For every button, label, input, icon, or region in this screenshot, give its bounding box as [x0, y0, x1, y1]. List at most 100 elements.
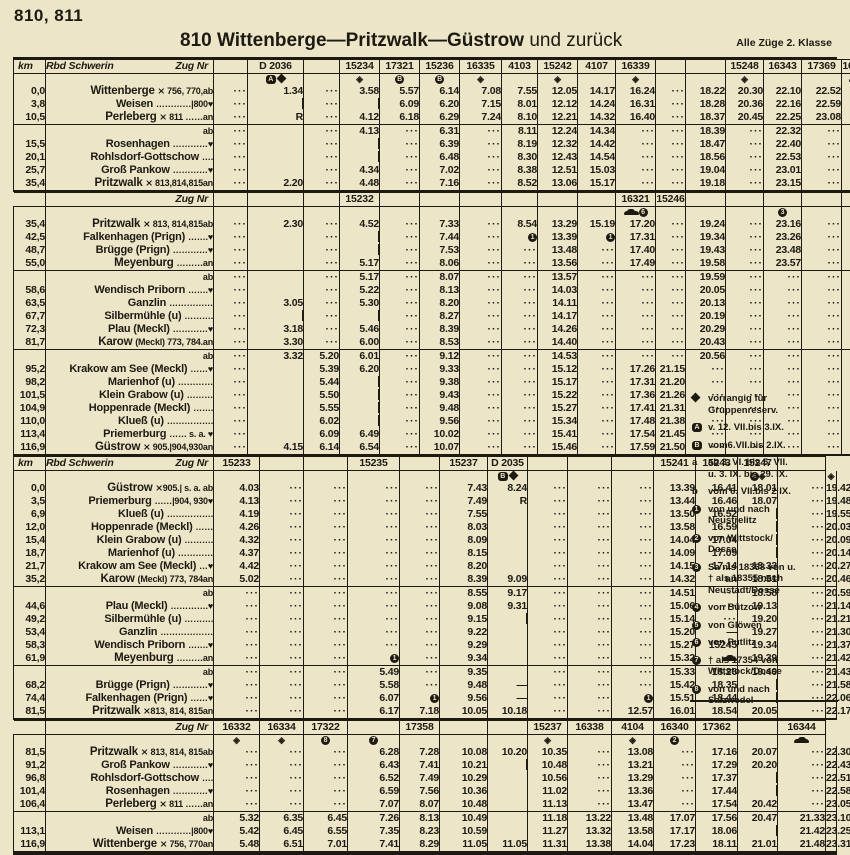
km-cell: 68,2: [14, 679, 46, 692]
time-cell: [488, 772, 528, 785]
no-service-dots: ···: [246, 705, 260, 717]
time-cell: ···: [400, 639, 440, 652]
time-cell: ···: [656, 164, 686, 177]
no-service-dots: ···: [488, 428, 502, 440]
symbol-cell: 3: [764, 207, 802, 219]
time-cell: ···: [502, 310, 538, 323]
time-cell: ···: [348, 600, 400, 613]
time-cell: 19.59: [686, 271, 726, 285]
time-cell: [248, 125, 304, 139]
time-cell: 14.53: [538, 350, 578, 364]
time-cell: ···: [568, 534, 612, 547]
time-cell: ···: [616, 164, 656, 177]
station-cell: Brügge (Prign) …………♥: [46, 679, 214, 692]
badge-1-icon: 1: [606, 233, 615, 242]
time-cell: 14.32: [654, 573, 696, 587]
no-service-dots: ···: [602, 350, 616, 362]
time-cell: ···: [802, 284, 842, 297]
time-cell: ···: [568, 495, 612, 508]
no-service-dots: ···: [598, 600, 612, 612]
time-cell: 18.37: [686, 111, 726, 125]
no-service-dots: ···: [386, 534, 400, 546]
time-cell: 7.55: [440, 508, 488, 521]
km-cell: [14, 666, 46, 680]
time-cell: ···: [502, 323, 538, 336]
time-cell: ···: [380, 350, 420, 364]
badge-b-icon: B: [692, 441, 702, 450]
trainno-cell: 4104: [612, 721, 654, 735]
trainno-cell: 17321: [380, 60, 420, 74]
km-cell: 15,5: [14, 138, 46, 151]
time-cell: 6.14: [304, 441, 340, 455]
no-service-dots: ···: [788, 363, 802, 375]
symbol-cell: [842, 74, 850, 86]
time-cell: 4.48: [340, 177, 380, 191]
time-cell: ···: [304, 587, 348, 601]
folio-number: 810, 811: [14, 6, 83, 26]
no-service-dots: ···: [406, 164, 420, 176]
legend-mark-a: a: [692, 457, 697, 468]
no-service-dots: ···: [602, 297, 616, 309]
time-cell: 4.13: [340, 125, 380, 139]
time-cell: 14.15: [654, 560, 696, 573]
no-service-dots: ···: [426, 626, 440, 638]
time-cell: ···: [304, 310, 340, 323]
time-cell: ···: [502, 257, 538, 271]
time-cell: 6.55: [304, 825, 348, 838]
time-cell: ···: [578, 284, 616, 297]
time-cell: 18.06: [696, 825, 738, 838]
time-cell: ···: [304, 705, 348, 719]
time-cell: ···: [304, 284, 340, 297]
time-cell: 5.57: [380, 85, 420, 98]
station-cell: Rohlsdorf-Gottschow ….: [46, 772, 214, 785]
time-cell: 6.52: [348, 772, 400, 785]
arrow-icon: ◈: [233, 735, 240, 745]
no-service-dots: ···: [682, 772, 696, 784]
time-cell: 7.01: [304, 838, 348, 852]
time-cell: ···: [656, 125, 686, 139]
station-cell: Wittenberge ⨯ 756, 770,ab: [46, 85, 214, 98]
no-service-dots: ···: [246, 639, 260, 651]
time-cell: ···: [578, 441, 616, 455]
time-cell: 15.03: [578, 164, 616, 177]
time-cell: ···: [616, 125, 656, 139]
time-cell: 7.08: [460, 85, 502, 98]
time-cell: ···: [214, 798, 260, 812]
no-service-dots: ···: [524, 244, 538, 256]
no-service-dots: ···: [524, 323, 538, 335]
no-service-dots: ···: [524, 376, 538, 388]
time-cell: ···: [612, 573, 654, 587]
time-cell: ···: [502, 350, 538, 364]
through-bar: [776, 785, 777, 796]
time-cell: 13.57: [538, 271, 578, 285]
no-service-dots: ···: [290, 560, 304, 572]
time-cell: 9.15: [440, 613, 488, 626]
km-cell: [14, 271, 46, 285]
time-cell: ···: [304, 534, 348, 547]
timetable-page: 810, 811 810 Wittenberge—Pritzwalk—Güstr…: [0, 0, 850, 729]
time-cell: 1.34: [248, 85, 304, 98]
no-service-dots: ···: [640, 573, 654, 585]
time-cell: ···: [380, 231, 420, 244]
no-service-dots: ···: [488, 402, 502, 414]
time-cell: 10.36: [440, 785, 488, 798]
time-cell: [248, 415, 304, 428]
no-service-dots: ···: [246, 692, 260, 704]
time-cell: ···: [528, 600, 568, 613]
time-cell: 12.12: [538, 98, 578, 111]
time-cell: ···: [260, 759, 304, 772]
km-cell: 53,4: [14, 626, 46, 639]
time-cell: ···: [460, 310, 502, 323]
time-cell: ···: [304, 323, 340, 336]
time-cell: 23.31: [826, 838, 837, 852]
time-cell: ···: [304, 560, 348, 573]
time-cell: ···: [400, 495, 440, 508]
time-cell: 23.01: [764, 164, 802, 177]
time-cell: ···: [380, 310, 420, 323]
station-cell: Brügge (Prign) …………♥: [46, 244, 214, 257]
time-cell: 8.54: [502, 218, 538, 231]
no-service-dots: ···: [386, 521, 400, 533]
